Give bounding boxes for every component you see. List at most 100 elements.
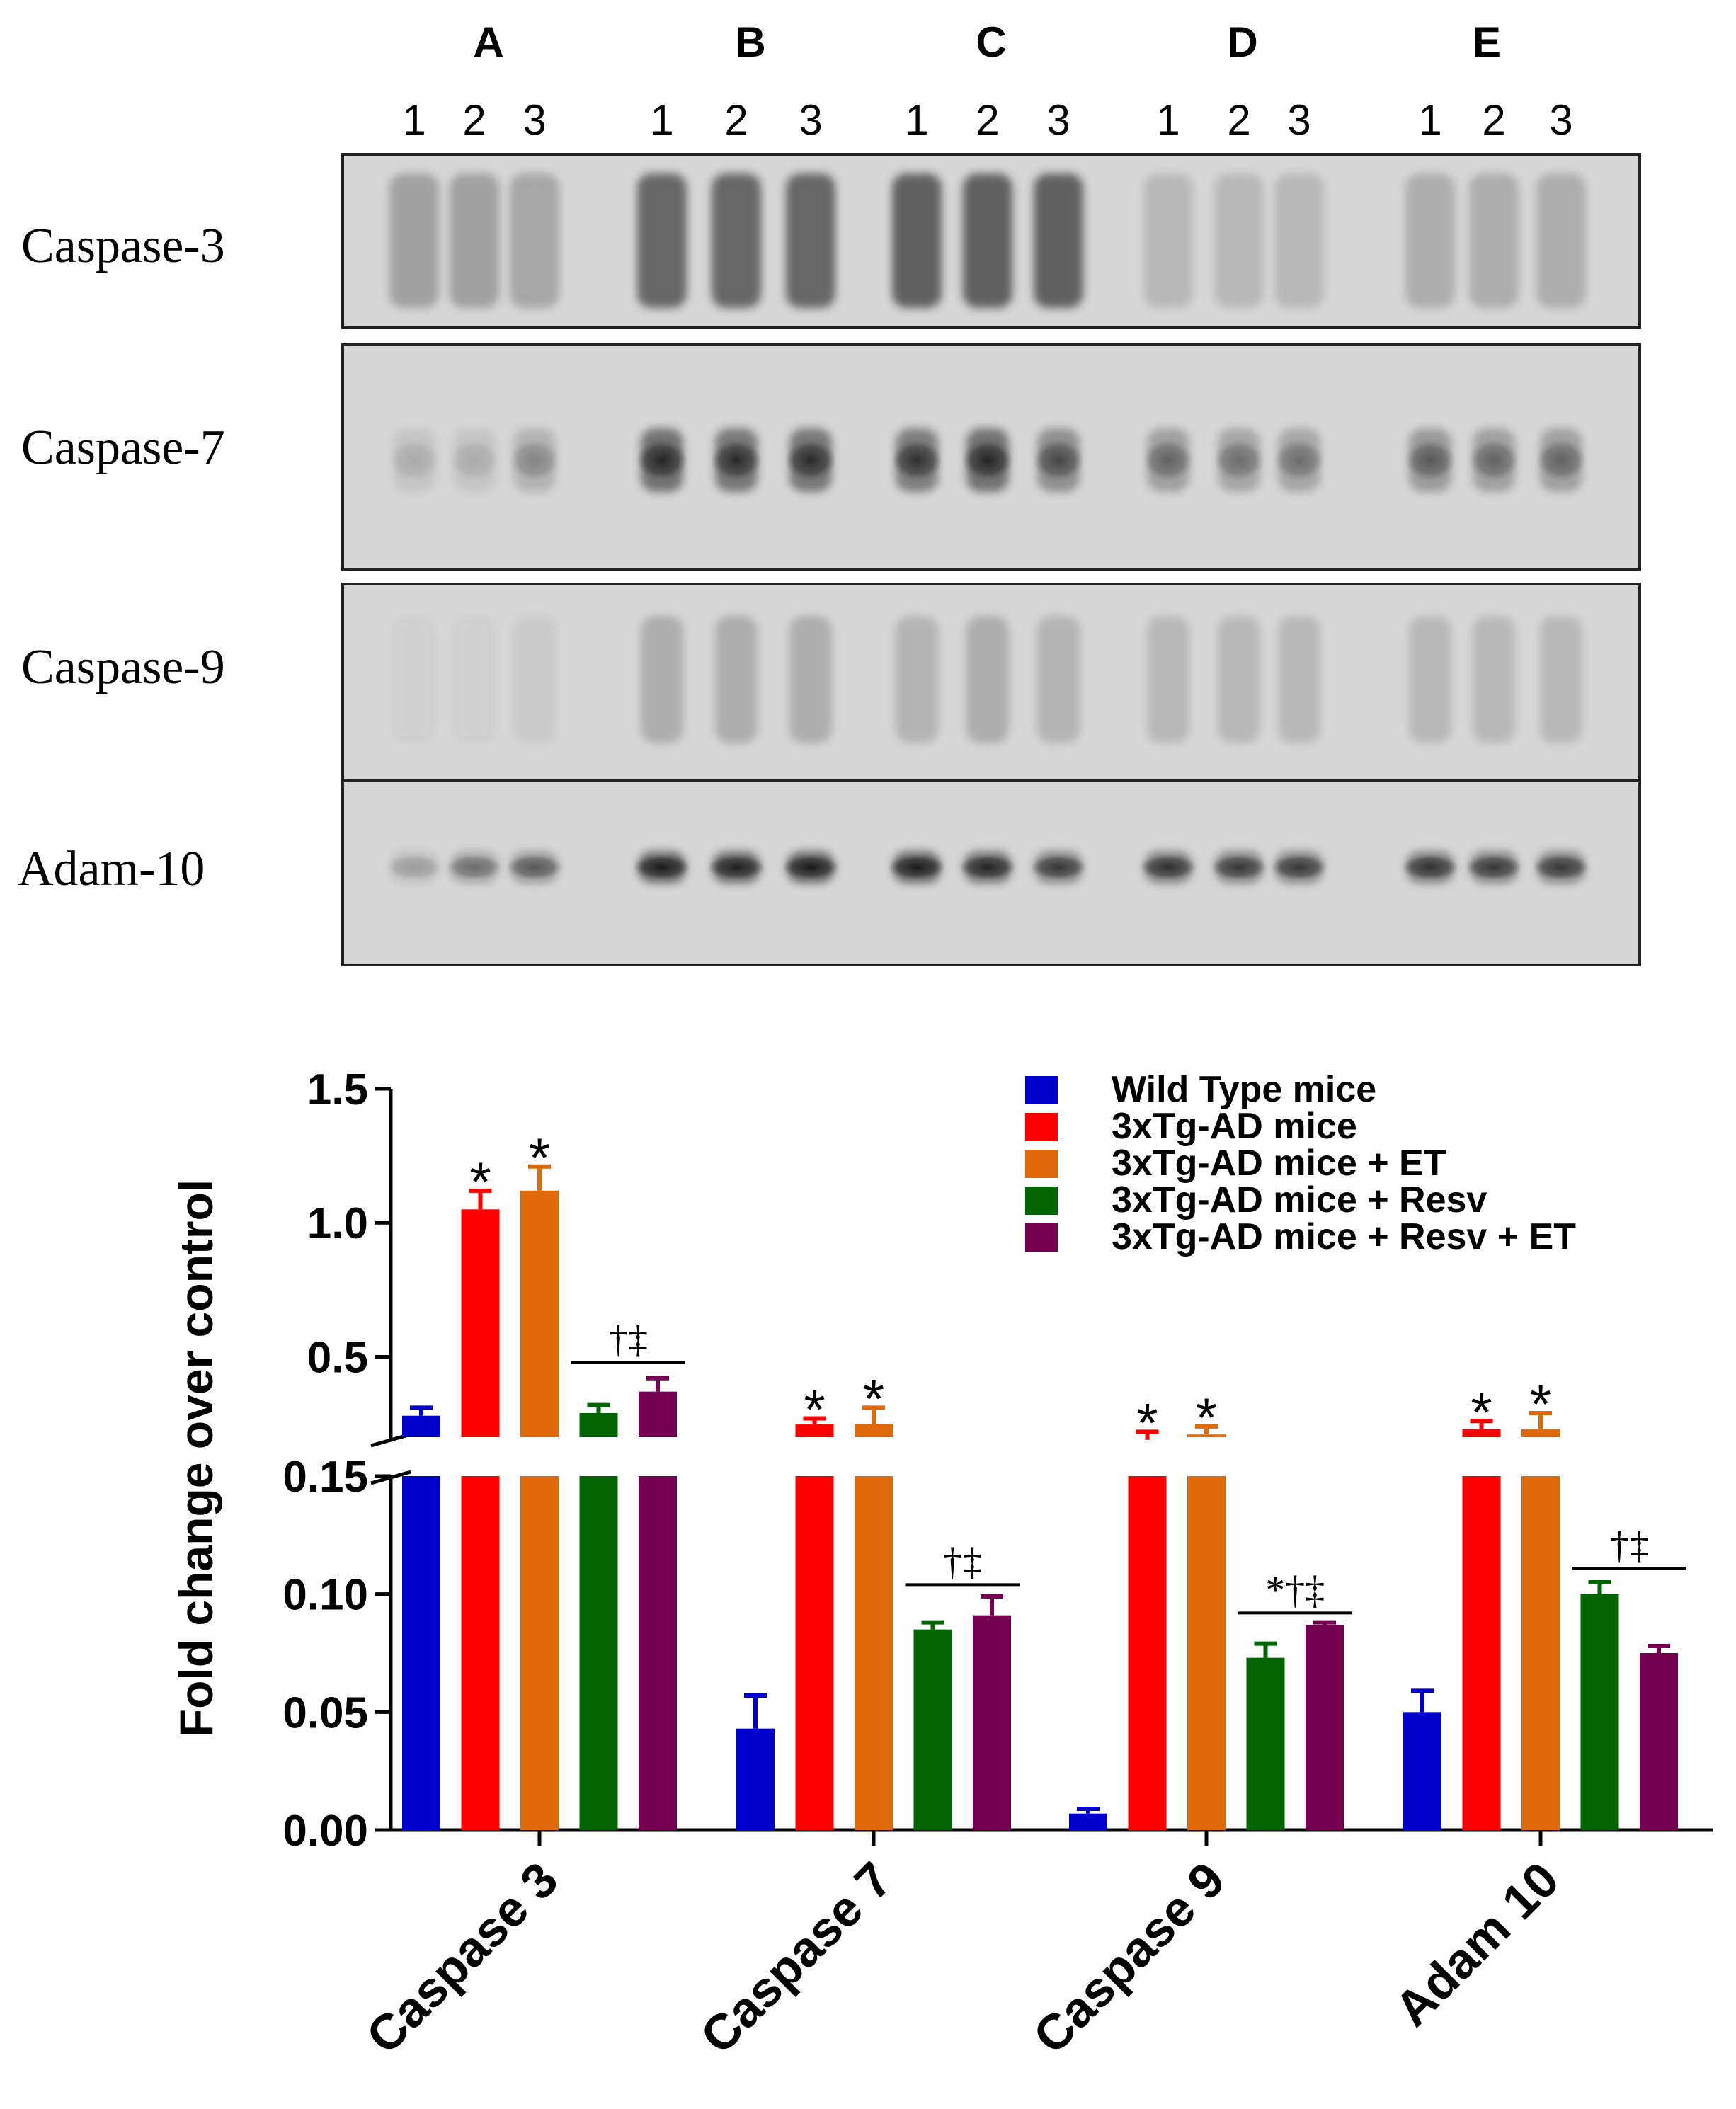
blot-band-core — [711, 439, 762, 481]
blot-band-core — [1536, 439, 1587, 481]
blot-band-core — [962, 439, 1013, 481]
blot-band — [1274, 173, 1324, 308]
blot-band — [966, 616, 1009, 743]
blot-band-core — [1033, 439, 1084, 481]
legend-swatch — [1025, 1150, 1058, 1178]
bar — [973, 1615, 1011, 1830]
blot-band — [389, 173, 439, 308]
blot-band-core — [446, 855, 503, 880]
blot-band — [1405, 173, 1455, 308]
blot-band-core — [785, 439, 836, 481]
bar — [795, 1424, 834, 1437]
x-tick-label: Caspase 9 — [1023, 1851, 1235, 2064]
bar — [1580, 1594, 1619, 1830]
blot-band-core — [1211, 855, 1267, 880]
x-tick-label: Adam 10 — [1384, 1851, 1569, 2036]
bar — [1187, 1434, 1226, 1437]
blot-band-core — [1466, 855, 1522, 880]
blot-row-label: Caspase-7 — [21, 421, 225, 475]
bar — [639, 1391, 677, 1437]
bar — [855, 1476, 893, 1830]
bar — [1187, 1476, 1226, 1830]
y-tick-label: 0.15 — [282, 1453, 368, 1502]
blot-band — [450, 173, 499, 308]
legend-swatch — [1025, 1223, 1058, 1252]
blot-band — [1214, 173, 1264, 308]
blot-band — [1278, 616, 1320, 743]
blot-band — [513, 616, 556, 743]
significance-label: †‡ — [608, 1318, 648, 1361]
bar — [1462, 1429, 1501, 1437]
blot-band-core — [959, 855, 1016, 880]
blot-band-core — [1274, 439, 1325, 481]
blot-lane-label: 2 — [724, 96, 748, 144]
legend-label: 3xTg-AD mice + ET — [1112, 1143, 1446, 1184]
blot-strip — [341, 153, 1641, 329]
blot-group-label: D — [1227, 18, 1257, 66]
blot-band-core — [506, 855, 563, 880]
bar — [1521, 1476, 1560, 1830]
x-tick-label: Caspase 3 — [356, 1851, 569, 2064]
significance-label: †‡ — [1609, 1524, 1649, 1567]
blot-band-core — [1143, 439, 1194, 481]
bar — [795, 1476, 834, 1830]
blot-band-core — [889, 855, 945, 880]
blot-band — [712, 173, 761, 308]
legend-label: 3xTg-AD mice — [1112, 1106, 1357, 1147]
blot-lane-label: 1 — [1418, 96, 1441, 144]
blot-band — [715, 616, 758, 743]
blot-lane-label: 3 — [1046, 96, 1070, 144]
blot-band-core — [1533, 855, 1589, 880]
x-tick-label: Caspase 7 — [690, 1851, 903, 2064]
blot-lane-label: 2 — [976, 96, 999, 144]
blot-band — [1536, 173, 1586, 308]
blot-band — [786, 173, 835, 308]
blot-lane-label: 2 — [1227, 96, 1250, 144]
bar — [1246, 1657, 1285, 1830]
blot-lane-label: 1 — [1156, 96, 1180, 144]
blot-band — [1034, 173, 1083, 308]
blot-band-core — [636, 439, 687, 481]
blot-band — [892, 173, 942, 308]
y-tick-label: 1.5 — [307, 1065, 368, 1114]
significance-star: * — [469, 1150, 491, 1213]
significance-star: * — [1471, 1381, 1492, 1443]
blot-lane-label: 1 — [905, 96, 928, 144]
legend-label: Wild Type mice — [1112, 1069, 1376, 1110]
blot-group-label: B — [735, 18, 765, 66]
blot-band — [1218, 616, 1260, 743]
y-tick-label: 1.0 — [307, 1199, 368, 1248]
blot-lane-label: 2 — [462, 96, 486, 144]
blot-row-label: Adam-10 — [18, 842, 205, 896]
legend-swatch — [1025, 1187, 1058, 1215]
blot-lane-label: 1 — [402, 96, 426, 144]
blot-band-core — [1468, 439, 1519, 481]
blot-row-label: Caspase-9 — [21, 640, 225, 695]
blot-band-core — [1214, 439, 1264, 481]
bar — [579, 1412, 618, 1437]
significance-label: *†‡ — [1265, 1568, 1325, 1612]
western-blot-panel: A B C D E1 2 3 1 2 3 1 2 3 1 2 3 1 2 3Caspase-3Caspase-7Ca… — [18, 18, 1641, 966]
y-tick-label: 0.00 — [282, 1807, 368, 1856]
blot-band — [1473, 616, 1515, 743]
blot-band-core — [449, 439, 500, 481]
blot-band-core — [891, 439, 942, 481]
y-axis-title: Fold change over control — [170, 1179, 222, 1737]
legend-swatch — [1025, 1113, 1058, 1141]
blot-strip — [341, 583, 1641, 804]
blot-band — [963, 173, 1012, 308]
blot-band — [453, 616, 496, 743]
bar — [520, 1190, 559, 1437]
blot-band — [1540, 616, 1582, 743]
bar — [461, 1476, 500, 1830]
significance-star: * — [804, 1378, 825, 1441]
blot-lane-label: 3 — [1287, 96, 1310, 144]
blot-lane-label: 3 — [522, 96, 546, 144]
blot-band-core — [708, 855, 765, 880]
blot-band-core — [634, 855, 690, 880]
blot-band — [637, 173, 687, 308]
blot-band — [393, 616, 435, 743]
blot-lane-label: 3 — [1549, 96, 1572, 144]
